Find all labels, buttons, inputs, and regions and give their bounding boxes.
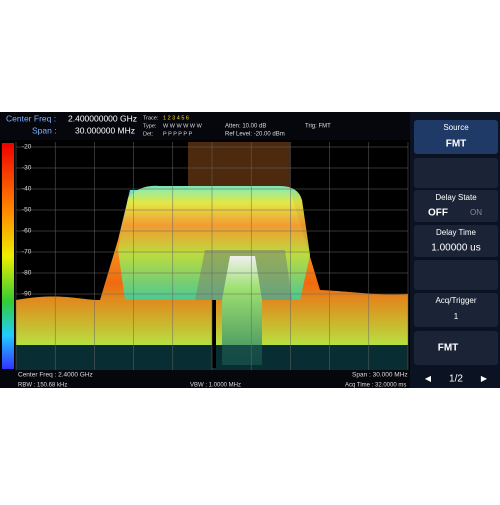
trigger-mask bbox=[188, 142, 290, 192]
y-label: -50 bbox=[22, 207, 32, 214]
center-freq: 2.400000000 GHz bbox=[68, 113, 137, 123]
trace-numbers: 1 2 3 4 5 6 bbox=[163, 115, 189, 121]
y-label: -20 bbox=[22, 144, 32, 151]
side-panel: Source FMT Delay State OFF ON Delay Time… bbox=[410, 112, 500, 388]
delay-state-off: OFF bbox=[428, 208, 448, 219]
footer-bar bbox=[0, 370, 410, 388]
trig: Trig: FMT bbox=[305, 124, 331, 130]
span-label: Span : bbox=[32, 125, 57, 135]
y-label: -60 bbox=[22, 228, 32, 235]
fmt-button[interactable] bbox=[414, 331, 498, 365]
footer-acq-time: Acq Time : 32.0000 ms bbox=[345, 383, 406, 389]
det-values: P P P P P P bbox=[163, 131, 192, 137]
footer-rbw: RBW : 150.68 kHz bbox=[18, 383, 67, 389]
empty-button[interactable] bbox=[414, 158, 498, 188]
footer-center-freq: Center Freq : 2.4000 GHz bbox=[18, 372, 93, 379]
center-freq-label: Center Freq : bbox=[6, 113, 56, 123]
trace-label: Trace: bbox=[143, 115, 159, 121]
y-label: -30 bbox=[22, 165, 32, 172]
delay-time-value: 1.00000 us bbox=[431, 243, 481, 254]
ref-level: Ref Level: -20.00 dBm bbox=[225, 132, 285, 138]
source-value: FMT bbox=[446, 139, 467, 150]
acq-trigger-title: Acq/Trigger bbox=[435, 296, 476, 305]
footer-vbw: VBW : 1.0000 MHz bbox=[190, 383, 241, 389]
delay-state-on: ON bbox=[470, 208, 482, 217]
source-title: Source bbox=[443, 123, 469, 132]
footer-span: Span : 30.000 MHz bbox=[352, 372, 408, 379]
delay-state-button[interactable] bbox=[414, 190, 498, 222]
header-bar bbox=[0, 112, 410, 140]
empty-button[interactable] bbox=[414, 260, 498, 290]
prev-page[interactable]: ◀ bbox=[425, 374, 432, 383]
source-button[interactable] bbox=[414, 120, 498, 154]
y-label: -40 bbox=[22, 186, 32, 193]
fmt-button-label: FMT bbox=[438, 343, 459, 354]
delay-state-title: Delay State bbox=[435, 193, 477, 202]
y-label: -90 bbox=[22, 291, 32, 298]
type-values: W W W W W W bbox=[163, 123, 203, 129]
color-scale bbox=[2, 143, 14, 369]
next-page[interactable]: ▶ bbox=[481, 374, 488, 383]
atten: Atten: 10.00 dB bbox=[225, 124, 266, 130]
acq-trigger-button[interactable] bbox=[414, 293, 498, 327]
dc-notch bbox=[212, 300, 216, 368]
page-indicator: 1/2 bbox=[449, 374, 463, 385]
delay-time-button[interactable] bbox=[414, 225, 498, 257]
y-label: -70 bbox=[22, 249, 32, 256]
spectrum-peak bbox=[222, 256, 262, 365]
type-label: Type: bbox=[143, 123, 157, 129]
acq-trigger-value: 1 bbox=[454, 312, 459, 321]
y-label: -80 bbox=[22, 270, 32, 277]
det-label: Det: bbox=[143, 131, 154, 137]
delay-time-title: Delay Time bbox=[436, 228, 477, 237]
span: 30.000000 MHz bbox=[75, 125, 135, 135]
